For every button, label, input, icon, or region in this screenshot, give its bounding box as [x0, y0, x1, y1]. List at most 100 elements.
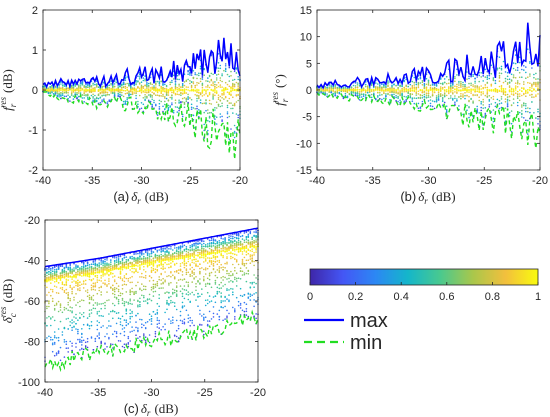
scatter-point: [137, 100, 139, 103]
scatter-point: [139, 288, 141, 291]
scatter-point: [95, 96, 98, 99]
scatter-point: [228, 92, 231, 95]
scatter-point: [435, 97, 438, 99]
scatter-point: [478, 96, 481, 98]
scatter-point: [48, 268, 50, 270]
scatter-point: [385, 86, 387, 88]
scatter-point: [133, 92, 136, 94]
scatter-point: [94, 285, 97, 288]
scatter-point: [403, 89, 406, 91]
scatter-point: [385, 95, 387, 97]
scatter-point: [88, 85, 91, 88]
scatter-point: [521, 76, 523, 78]
scatter-point: [478, 99, 481, 102]
scatter-point: [96, 271, 99, 274]
scatter-point: [409, 96, 412, 99]
scatter-point: [144, 78, 146, 80]
scatter-point: [230, 128, 232, 130]
scatter-point: [53, 335, 56, 337]
scatter-point: [233, 132, 236, 134]
scatter-point: [172, 90, 175, 93]
scatter-point: [190, 103, 193, 106]
scatter-point: [129, 277, 131, 279]
scatter-point: [88, 325, 91, 327]
scatter-point: [101, 90, 103, 92]
scatter-point: [498, 107, 501, 110]
scatter-point: [51, 343, 54, 346]
scatter-point: [332, 92, 335, 95]
scatter-point: [456, 85, 458, 88]
scatter-point: [102, 268, 104, 271]
scatter-point: [156, 80, 159, 83]
scatter-point: [462, 85, 464, 88]
scatter-point: [237, 87, 239, 90]
scatter-point: [104, 335, 106, 338]
scatter-point: [417, 102, 420, 105]
scatter-point: [82, 339, 85, 342]
scatter-point: [160, 272, 162, 275]
scatter-point: [155, 80, 157, 83]
scatter-point: [115, 331, 118, 333]
scatter-point: [165, 89, 168, 92]
scatter-point: [377, 83, 379, 85]
scatter-point: [370, 89, 373, 91]
scatter-point: [113, 275, 116, 277]
scatter-point: [65, 273, 68, 275]
scatter-point: [196, 100, 198, 102]
scatter-point: [81, 348, 83, 350]
scatter-point: [74, 89, 76, 92]
scatter-point: [88, 313, 91, 315]
scatter-point: [160, 253, 162, 256]
scatter-point: [492, 95, 495, 98]
scatter-point: [101, 85, 103, 88]
scatter-point: [366, 88, 369, 90]
scatter-point: [75, 271, 77, 274]
scatter-point: [525, 77, 527, 79]
scatter-point: [140, 88, 143, 91]
scatter-point: [521, 68, 523, 71]
scatter-point: [129, 293, 131, 296]
scatter-point: [164, 311, 166, 314]
scatter-point: [421, 89, 424, 91]
scatter-point: [168, 263, 170, 265]
scatter-point: [73, 280, 75, 282]
scatter-point: [512, 90, 515, 93]
scatter-point: [500, 86, 503, 88]
scatter-point: [173, 270, 176, 273]
scatter-point: [76, 96, 78, 99]
scatter-point: [156, 280, 159, 283]
scatter-point: [160, 100, 162, 103]
scatter-point: [476, 108, 479, 110]
scatter-point: [71, 287, 73, 290]
scatter-point: [59, 272, 62, 274]
scatter-point: [98, 269, 100, 271]
scatter-point: [174, 106, 177, 108]
scatter-point: [389, 91, 391, 94]
scatter-point: [441, 99, 444, 101]
scatter-point: [232, 96, 234, 98]
scatter-point: [480, 109, 483, 112]
scatter-point: [138, 90, 141, 92]
scatter-point: [452, 86, 454, 88]
scatter-point: [174, 92, 177, 95]
scatter-point: [201, 83, 204, 86]
scatter-point: [379, 92, 381, 94]
scatter-point: [63, 276, 66, 278]
scatter-point: [173, 247, 176, 249]
scatter-point: [156, 249, 159, 252]
scatter-point: [67, 317, 69, 320]
scatter-point: [531, 96, 533, 98]
scatter-point: [431, 91, 434, 93]
scatter-point: [70, 91, 73, 93]
scatter-point: [535, 72, 537, 75]
scatter-point: [65, 85, 68, 88]
scatter-point: [164, 96, 166, 98]
scatter-point: [131, 87, 134, 89]
scatter-point: [65, 280, 68, 282]
scatter-point: [51, 88, 53, 91]
scatter-point: [98, 303, 100, 305]
scatter-point: [196, 91, 198, 93]
scatter-point: [506, 102, 509, 104]
scatter-point: [117, 300, 120, 303]
scatter-point: [50, 339, 52, 341]
